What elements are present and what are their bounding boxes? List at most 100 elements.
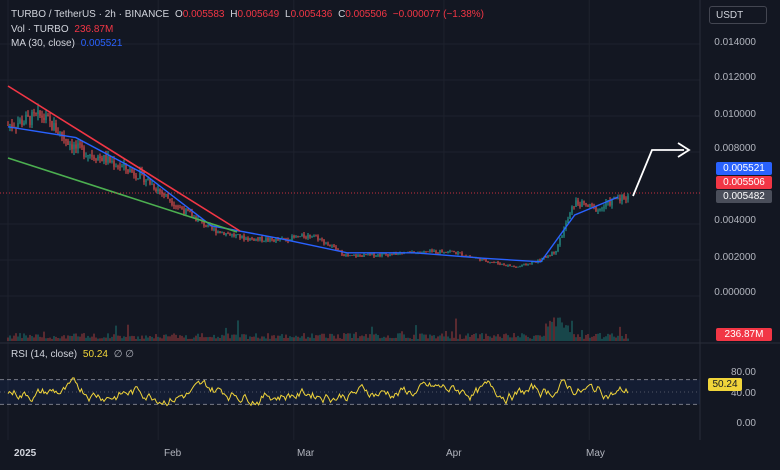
volume-bar <box>379 338 381 341</box>
candle-body <box>57 132 59 135</box>
candle-body <box>321 238 323 240</box>
volume-bar <box>51 338 53 341</box>
volume-bar <box>601 338 603 341</box>
volume-bar <box>231 334 233 341</box>
candle-body <box>17 123 19 128</box>
volume-bar <box>257 337 259 341</box>
candle-body <box>595 206 597 212</box>
volume-bar <box>533 335 535 341</box>
candle-body <box>203 221 205 226</box>
volume-bar <box>275 338 277 341</box>
volume-bar <box>303 333 305 341</box>
candle-body <box>105 155 107 163</box>
candle-body <box>487 261 489 263</box>
candle-body <box>273 239 275 242</box>
low-value: 0.005436 <box>290 9 333 20</box>
projection-arrow-head <box>677 142 691 158</box>
candle-body <box>365 254 367 256</box>
candle-body <box>295 236 297 238</box>
candle-body <box>301 234 303 237</box>
candle-body <box>511 266 513 267</box>
volume-bar <box>57 338 59 341</box>
candle-body <box>11 124 13 127</box>
price-axis-label: 0.000000 <box>714 287 756 298</box>
volume-bar <box>599 333 601 341</box>
volume-bar <box>563 327 565 341</box>
candle-body <box>181 207 183 210</box>
candle-body <box>597 210 599 212</box>
rsi-line <box>7 377 629 407</box>
candle-body <box>117 166 119 168</box>
candle-body <box>359 255 361 256</box>
candle-body <box>263 240 265 242</box>
candle-body <box>327 243 329 245</box>
candle-body <box>425 251 427 253</box>
volume-bar <box>23 333 25 341</box>
x-axis-label: 2025 <box>14 448 37 459</box>
candle-body <box>395 252 397 255</box>
candle-body <box>335 246 337 250</box>
candle-body <box>499 263 501 265</box>
volume-bar <box>367 337 369 341</box>
volume-bar <box>551 321 553 341</box>
candle-body <box>315 235 317 237</box>
candle-body <box>103 155 105 162</box>
candle-body <box>305 237 307 239</box>
volume-bar <box>527 336 529 341</box>
volume-bar <box>27 337 29 341</box>
volume-bar <box>7 337 9 341</box>
currency-button[interactable]: USDT <box>709 6 767 24</box>
candle-body <box>79 143 81 145</box>
candle-body <box>21 119 23 126</box>
candle-body <box>25 114 27 123</box>
candle-body <box>345 255 347 256</box>
volume-bar <box>45 338 47 341</box>
candle-body <box>387 254 389 256</box>
candle-body <box>259 237 261 240</box>
volume-bar <box>155 334 157 341</box>
candle-body <box>337 249 339 251</box>
volume-bar <box>439 335 441 341</box>
symbol-title: TURBO / TetherUS · 2h · BINANCE <box>11 9 170 20</box>
candle-body <box>131 169 133 172</box>
volume-bar <box>371 326 373 341</box>
candle-body <box>351 255 353 256</box>
candle-body <box>241 235 243 239</box>
candle-body <box>429 250 431 252</box>
rsi-axis-label: 0.00 <box>736 418 756 429</box>
volume-bar <box>557 317 559 341</box>
volume-bar <box>33 337 35 341</box>
x-axis-label: Feb <box>164 448 182 459</box>
candle-body <box>139 171 141 179</box>
candle-body <box>37 110 39 115</box>
volume-bar <box>93 333 95 341</box>
volume-bar <box>337 334 339 341</box>
candle-body <box>135 175 137 179</box>
candle-body <box>443 252 445 253</box>
candle-body <box>81 144 83 148</box>
volume-bar <box>181 335 183 341</box>
volume-bar <box>35 334 37 341</box>
volume-bar <box>323 333 325 341</box>
candle-body <box>379 254 381 256</box>
candle-body <box>269 237 271 241</box>
candle-body <box>385 253 387 255</box>
candle-body <box>69 144 71 146</box>
candle-body <box>163 193 165 196</box>
volume-bar <box>509 337 511 341</box>
ma-legend: MA (30, close) 0.005521 <box>11 38 123 49</box>
volume-bar <box>603 337 605 341</box>
volume-bar <box>351 337 353 341</box>
candle-body <box>491 262 493 263</box>
candle-body <box>501 263 503 265</box>
volume-bar <box>91 336 93 341</box>
volume-bar <box>605 336 607 341</box>
candle-body <box>529 263 531 265</box>
candle-body <box>133 171 135 176</box>
candle-body <box>609 200 611 206</box>
candle-body <box>571 206 573 213</box>
candle-body <box>67 140 69 145</box>
candle-body <box>451 250 453 252</box>
